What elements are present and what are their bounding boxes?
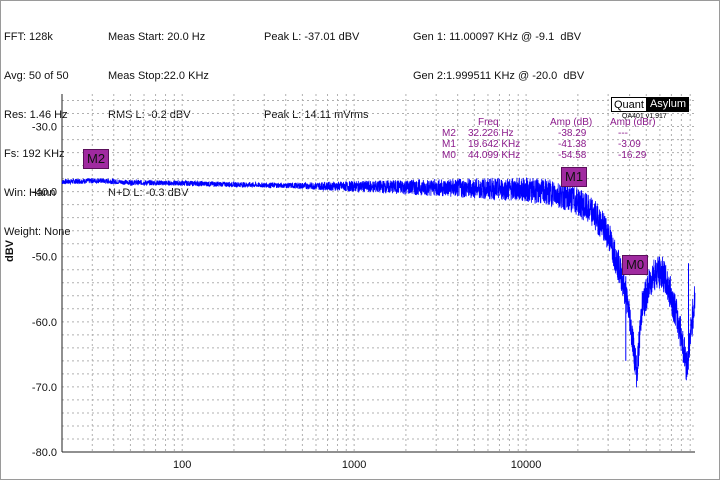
- marker-flag-m0[interactable]: M0: [622, 255, 649, 275]
- y-tick-label: -60.0: [32, 317, 57, 329]
- header-col-peak: Peak L: -37.01 dBV Peak L: 14.11 mVrms: [264, 5, 369, 135]
- meas-stop-label: Meas Stop:22.0 KHz: [108, 70, 209, 82]
- rms-label: RMS L: -0.2 dBV: [108, 109, 191, 121]
- marker-table-header: Freq Amp (dB) Amp (dBr): [440, 117, 680, 128]
- gen1-label: Gen 1: 11.00097 KHz @ -9.1 dBV: [413, 31, 582, 43]
- spectrum-trace: [61, 177, 696, 388]
- marker-amp: -54.58: [558, 150, 587, 161]
- avg-label: Avg: 50 of 50: [4, 70, 69, 82]
- marker-ampr: -3.09: [618, 139, 641, 150]
- marker-name: M2: [442, 128, 456, 139]
- gen2-label: Gen 2:1.999511 KHz @ -20.0 dBV: [413, 70, 585, 82]
- col-amp-dbr: Amp (dBr): [610, 117, 656, 128]
- marker-name: M0: [442, 150, 456, 161]
- marker-amp: -41.38: [558, 139, 587, 150]
- header-col-gen: Gen 1: 11.00097 KHz @ -9.1 dBV Gen 2:1.9…: [413, 5, 584, 96]
- x-tick-label: 100: [173, 459, 191, 471]
- peak-dbv-label: Peak L: -37.01 dBV: [264, 31, 360, 43]
- marker-ampr: -16.29: [618, 150, 647, 161]
- win-label: Win: Hann: [4, 187, 56, 199]
- y-axis-label: dBV: [4, 240, 16, 262]
- marker-table: Freq Amp (dB) Amp (dBr) M2 32.226 Hz -38…: [440, 117, 680, 161]
- y-tick-label: -50.0: [32, 252, 57, 264]
- marker-amp: -38.29: [558, 128, 587, 139]
- fft-label: FFT: 128k: [4, 31, 53, 43]
- y-tick-label: -40.0: [32, 187, 57, 199]
- meas-start-label: Meas Start: 20.0 Hz: [108, 31, 206, 43]
- quantasylum-logo: Quant Asylum: [611, 97, 690, 112]
- marker-ampr: ---: [618, 128, 628, 139]
- peak-mvrms-label: Peak L: 14.11 mVrms: [264, 109, 369, 121]
- y-tick-label: -30.0: [32, 122, 57, 134]
- header-col-fft: FFT: 128k Avg: 50 of 50 Res: 1.46 Hz Fs:…: [4, 5, 70, 252]
- version-label: QA401 v1.917: [622, 113, 667, 120]
- marker-flag-m1[interactable]: M1: [561, 167, 588, 187]
- logo-asylum: Asylum: [646, 97, 690, 112]
- fs-label: Fs: 192 KHz: [4, 148, 65, 160]
- marker-freq: 32.226 Hz: [468, 128, 514, 139]
- y-tick-label: -80.0: [32, 447, 57, 459]
- marker-name: M1: [442, 139, 456, 150]
- x-tick-label: 10000: [511, 459, 542, 471]
- marker-row-m1: M1 19.642 KHz -41.38 -3.09: [440, 139, 680, 150]
- col-amp-db: Amp (dB): [550, 117, 593, 128]
- x-tick-label: 1000: [342, 459, 366, 471]
- marker-row-m2: M2 32.226 Hz -38.29 ---: [440, 128, 680, 139]
- marker-freq: 19.642 KHz: [468, 139, 521, 150]
- logo-quant: Quant: [611, 97, 647, 112]
- res-label: Res: 1.46 Hz: [4, 109, 68, 121]
- col-freq: Freq: [478, 117, 499, 128]
- marker-row-m0: M0 44.099 KHz -54.58 -16.29: [440, 150, 680, 161]
- marker-freq: 44.099 KHz: [468, 150, 521, 161]
- y-tick-label: -70.0: [32, 382, 57, 394]
- marker-flag-m2[interactable]: M2: [83, 149, 110, 169]
- weight-label: Weight: None: [4, 226, 71, 238]
